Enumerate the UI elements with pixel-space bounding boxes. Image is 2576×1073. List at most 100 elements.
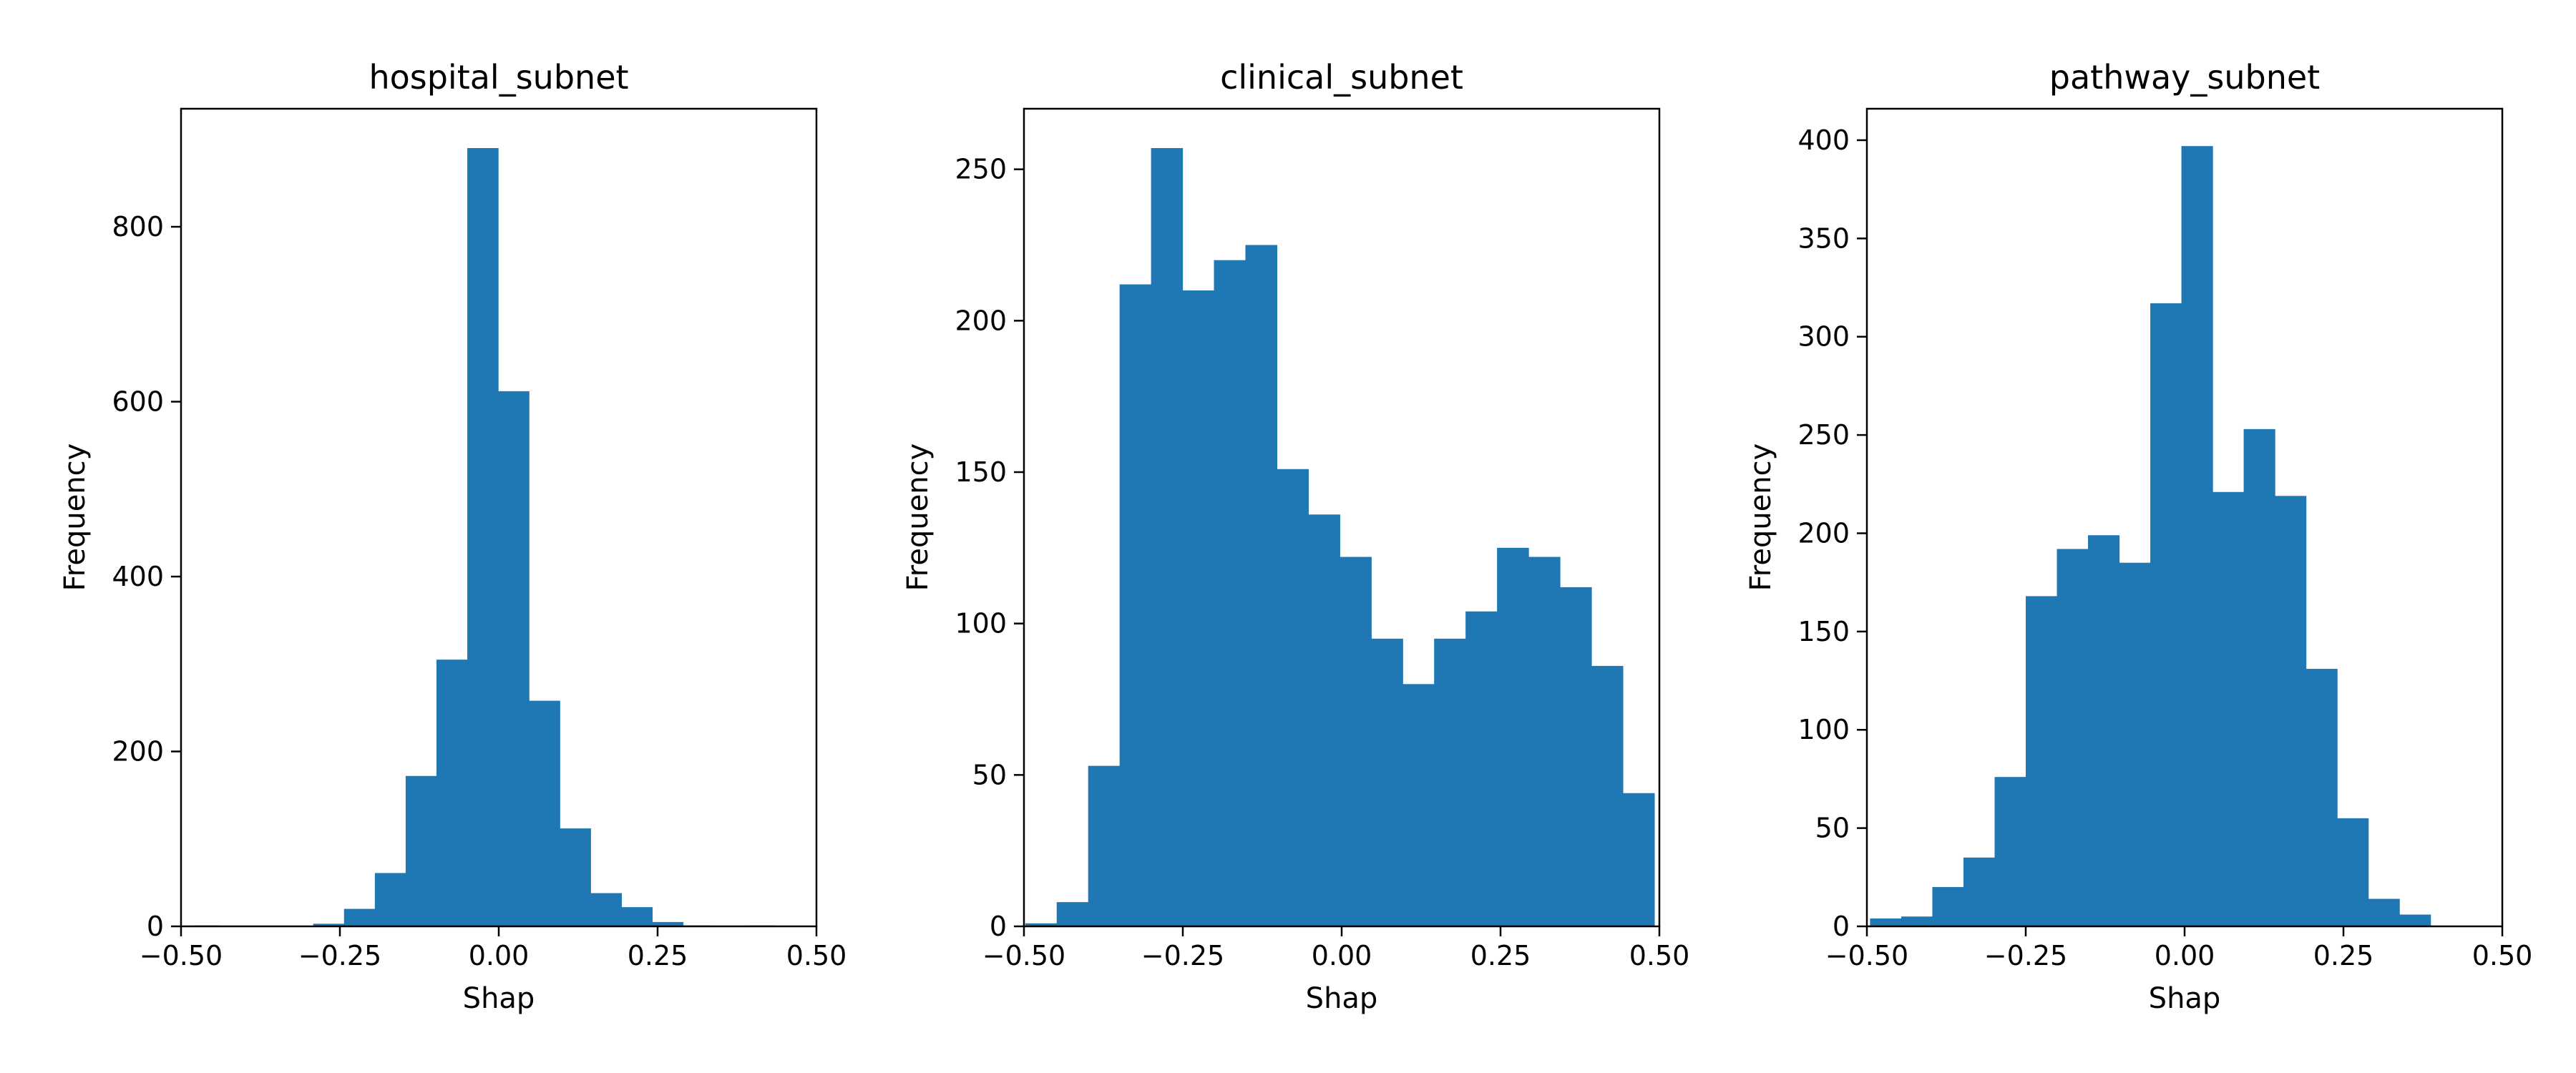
clinical-subnet-x-tick-label: −0.25 bbox=[1141, 940, 1224, 971]
clinical-subnet-bar bbox=[1591, 665, 1624, 926]
hospital-subnet-x-tick-label: 0.25 bbox=[628, 940, 688, 971]
hospital-subnet-y-tick-label: 600 bbox=[112, 386, 164, 418]
pathway-subnet-bar bbox=[1932, 887, 1964, 926]
hospital-subnet-x-tick-label: 0.50 bbox=[786, 940, 847, 971]
hospital-subnet-bar bbox=[560, 828, 591, 926]
hospital-subnet-bar bbox=[374, 873, 406, 926]
pathway-subnet-bar bbox=[2337, 818, 2369, 926]
clinical-subnet-bar bbox=[1622, 793, 1655, 926]
pathway-subnet-x-tick-label: −0.50 bbox=[1825, 940, 1908, 971]
hospital-subnet-bars bbox=[190, 148, 776, 926]
clinical-subnet-title: clinical_subnet bbox=[1220, 58, 1463, 97]
hospital-subnet-x-tick-label: 0.00 bbox=[469, 940, 530, 971]
hospital-subnet-y-ticks: 0 200 400 600 800 bbox=[112, 211, 181, 942]
pathway-subnet-y-tick-label: 200 bbox=[1797, 517, 1850, 549]
hospital-subnet-bar bbox=[405, 775, 437, 926]
clinical-subnet-y-tick-label: 50 bbox=[972, 759, 1007, 790]
pathway-subnet-x-tick-label: 0.50 bbox=[2472, 940, 2533, 971]
clinical-subnet-bar bbox=[1245, 245, 1278, 926]
hospital-subnet-y-tick-label: 0 bbox=[147, 911, 164, 942]
hospital-subnet-x-axis-label: Shap bbox=[463, 982, 535, 1015]
clinical-subnet-bar bbox=[1151, 148, 1184, 926]
pathway-subnet-x-tick-label: −0.25 bbox=[1984, 940, 2067, 971]
pathway-subnet-bar bbox=[1994, 777, 2026, 926]
hospital-subnet-y-axis-label: Frequency bbox=[59, 444, 92, 592]
clinical-subnet-x-tick-label: 0.00 bbox=[1312, 940, 1372, 971]
pathway-subnet-y-tick-label: 100 bbox=[1797, 714, 1850, 745]
pathway-subnet-bar bbox=[2306, 669, 2338, 926]
pathway-subnet-bar bbox=[2150, 303, 2182, 926]
pathway-subnet-bar bbox=[2026, 596, 2058, 926]
pathway-subnet-bars bbox=[1870, 146, 2431, 927]
clinical-subnet-bar bbox=[1025, 923, 1058, 926]
pathway-subnet-bar bbox=[2119, 562, 2151, 926]
clinical-subnet-y-tick-label: 150 bbox=[955, 456, 1007, 488]
clinical-subnet-y-axis-label: Frequency bbox=[902, 444, 935, 592]
hospital-subnet-x-tick-label: −0.25 bbox=[298, 940, 381, 971]
pathway-subnet-bar bbox=[2275, 496, 2307, 926]
pathway-subnet-y-tick-label: 150 bbox=[1797, 616, 1850, 647]
hospital-subnet-panel: hospital_subnet −0.50 −0.25 0.00 0.25 0.50 0… bbox=[59, 58, 847, 1015]
pathway-subnet-y-tick-label: 300 bbox=[1797, 321, 1850, 353]
pathway-subnet-bar bbox=[1963, 857, 1996, 926]
hospital-subnet-x-ticks: −0.50 −0.25 0.00 0.25 0.50 bbox=[140, 926, 847, 971]
pathway-subnet-y-tick-label: 400 bbox=[1797, 124, 1850, 156]
clinical-subnet-x-tick-label: 0.25 bbox=[1470, 940, 1531, 971]
clinical-subnet-y-ticks: 0 50 100 150 200 250 bbox=[955, 154, 1024, 942]
pathway-subnet-y-tick-label: 250 bbox=[1797, 419, 1850, 451]
pathway-subnet-y-tick-label: 0 bbox=[1833, 911, 1850, 942]
pathway-subnet-x-tick-label: 0.00 bbox=[2155, 940, 2215, 971]
clinical-subnet-bar bbox=[1560, 587, 1592, 926]
hospital-subnet-bar bbox=[313, 923, 345, 926]
clinical-subnet-bar bbox=[1088, 765, 1121, 926]
hospital-subnet-bar bbox=[652, 921, 684, 926]
clinical-subnet-bar bbox=[1528, 557, 1561, 926]
pathway-subnet-panel: pathway_subnet −0.50 −0.25 0.00 0.25 0.50 0 5… bbox=[1745, 58, 2532, 1015]
clinical-subnet-x-ticks: −0.50 −0.25 0.00 0.25 0.50 bbox=[982, 926, 1690, 971]
clinical-subnet-bar bbox=[1277, 469, 1309, 926]
clinical-subnet-bars bbox=[1025, 148, 1655, 926]
clinical-subnet-bar bbox=[1340, 557, 1372, 926]
clinical-subnet-bar bbox=[1402, 684, 1435, 926]
pathway-subnet-bar bbox=[2057, 549, 2089, 926]
clinical-subnet-bar bbox=[1434, 638, 1466, 926]
hospital-subnet-bar bbox=[590, 893, 622, 926]
clinical-subnet-x-tick-label: 0.50 bbox=[1629, 940, 1690, 971]
pathway-subnet-x-ticks: −0.50 −0.25 0.00 0.25 0.50 bbox=[1825, 926, 2533, 971]
clinical-subnet-y-tick-label: 200 bbox=[955, 305, 1007, 336]
pathway-subnet-bar bbox=[2243, 428, 2275, 926]
pathway-subnet-bar bbox=[2181, 146, 2213, 927]
hospital-subnet-title: hospital_subnet bbox=[369, 58, 628, 97]
hospital-subnet-y-tick-label: 800 bbox=[112, 211, 164, 242]
clinical-subnet-bar bbox=[1371, 638, 1403, 926]
clinical-subnet-x-tick-label: −0.50 bbox=[982, 940, 1065, 971]
pathway-subnet-bar bbox=[1870, 918, 1902, 926]
pathway-subnet-bar bbox=[2368, 898, 2400, 926]
clinical-subnet-y-tick-label: 250 bbox=[955, 154, 1007, 185]
clinical-subnet-bar bbox=[1214, 260, 1246, 926]
clinical-subnet-bar bbox=[1182, 290, 1215, 926]
clinical-subnet-bar bbox=[1119, 284, 1152, 926]
pathway-subnet-y-ticks: 0 50 100 150 200 250 300 350 400 bbox=[1797, 124, 1867, 942]
pathway-subnet-y-axis-label: Frequency bbox=[1745, 444, 1777, 592]
clinical-subnet-bar bbox=[1308, 514, 1340, 926]
pathway-subnet-bar bbox=[2088, 535, 2120, 926]
pathway-subnet-bar bbox=[1901, 916, 1933, 926]
hospital-subnet-bar bbox=[467, 148, 499, 926]
clinical-subnet-bar bbox=[1497, 547, 1529, 926]
pathway-subnet-x-tick-label: 0.25 bbox=[2313, 940, 2374, 971]
pathway-subnet-bar bbox=[2212, 491, 2245, 926]
clinical-subnet-bar bbox=[1056, 902, 1089, 926]
hospital-subnet-bar bbox=[529, 700, 560, 926]
pathway-subnet-y-tick-label: 350 bbox=[1797, 222, 1850, 254]
hospital-subnet-bar bbox=[498, 391, 530, 926]
clinical-subnet-y-tick-label: 0 bbox=[990, 911, 1007, 942]
hospital-subnet-bar bbox=[436, 660, 468, 926]
pathway-subnet-y-tick-label: 50 bbox=[1815, 813, 1850, 844]
hospital-subnet-bar bbox=[343, 908, 376, 926]
pathway-subnet-title: pathway_subnet bbox=[2049, 58, 2320, 97]
clinical-subnet-y-tick-label: 100 bbox=[955, 608, 1007, 640]
clinical-subnet-x-axis-label: Shap bbox=[1306, 982, 1378, 1015]
hospital-subnet-bar bbox=[621, 907, 653, 926]
